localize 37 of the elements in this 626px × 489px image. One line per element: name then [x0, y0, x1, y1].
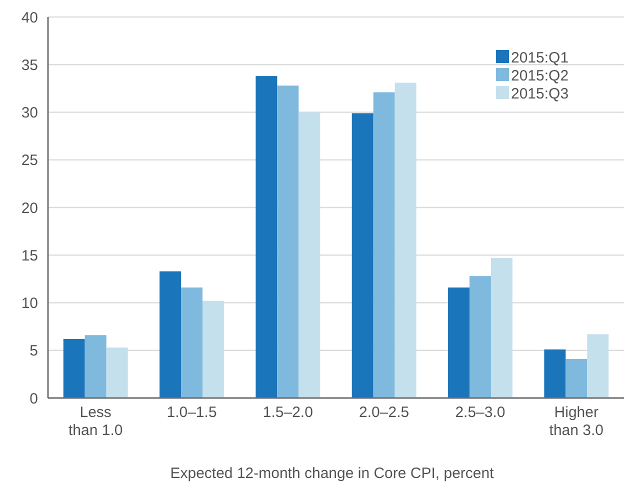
y-tick-label: 15: [21, 247, 38, 264]
x-tick-label: Less than 1.0: [68, 404, 123, 439]
x-tick-label: 2.5–3.0: [455, 404, 506, 421]
y-tick-label: 25: [21, 152, 38, 170]
bar: [202, 300, 224, 398]
y-tick-label: 30: [21, 104, 38, 122]
bar: [63, 338, 85, 398]
y-tick-label: 5: [30, 342, 38, 360]
x-tick-label: 2.0–2.5: [359, 404, 410, 421]
bar: [298, 112, 320, 398]
x-tick-label: 1.5–2.0: [262, 404, 313, 421]
bar: [256, 76, 278, 398]
legend-label: 2015:Q3: [511, 85, 569, 102]
y-tick-label: 0: [30, 390, 38, 408]
bar: [448, 288, 470, 398]
bar: [373, 92, 395, 398]
bar: [490, 258, 512, 398]
bar: [181, 288, 202, 398]
bar: [394, 82, 416, 398]
bar: [84, 335, 106, 398]
legend-label: 2015:Q2: [511, 67, 569, 84]
bar: [544, 349, 566, 398]
bar: [277, 86, 299, 398]
legend-label: 2015:Q1: [511, 49, 569, 66]
y-tick-label: 20: [21, 200, 38, 217]
y-tick-label: 40: [21, 9, 38, 26]
bar: [470, 276, 491, 398]
bar: [106, 348, 128, 398]
y-tick-label: 10: [21, 295, 38, 312]
y-tick-label: 35: [21, 56, 38, 74]
x-tick-label: 1.0–1.5: [166, 404, 217, 421]
bar: [160, 271, 182, 398]
bar: [566, 358, 588, 398]
bar: [587, 334, 609, 398]
x-axis-title: Expected 12-month change in Core CPI, percent: [170, 465, 495, 482]
bar: [352, 113, 374, 398]
x-tick-label: Higher than 3.0: [549, 404, 604, 439]
